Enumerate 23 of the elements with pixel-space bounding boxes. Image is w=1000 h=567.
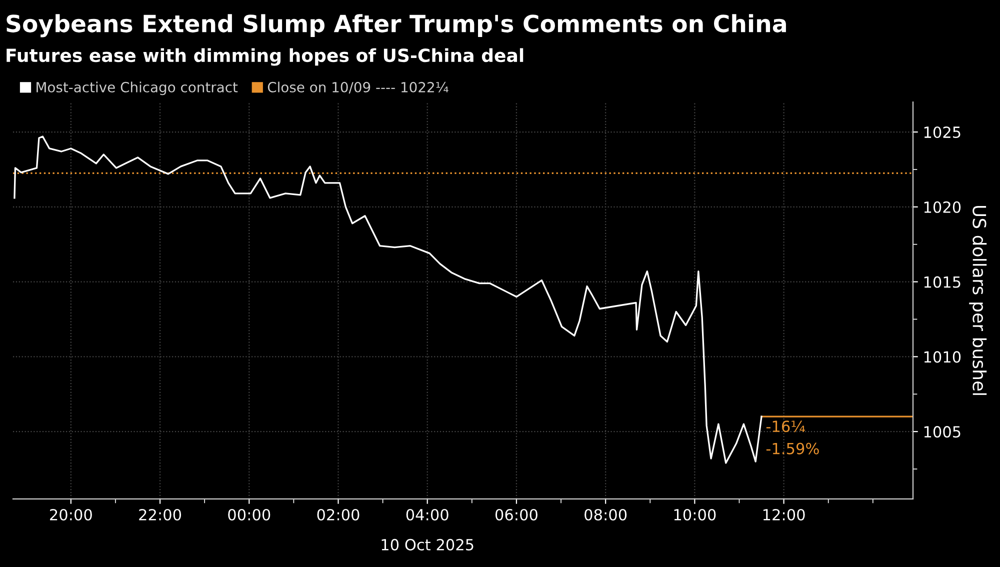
chart-title: Soybeans Extend Slump After Trump's Comments on China	[6, 14, 786, 38]
annotation: -16¼	[766, 420, 805, 432]
text: 10 Oct 2025	[382, 538, 474, 550]
x-tick-label: 00:00	[228, 508, 270, 521]
y-tick-label: 1020	[924, 201, 961, 213]
legend-label: Close on 10/09 ---- 1022¼	[268, 82, 448, 94]
x-tick-label: 04:00	[406, 508, 448, 521]
x-tick-label: 12:00	[763, 508, 805, 521]
y-tick-label: 1010	[924, 351, 961, 363]
legend-label: Most-active Chicago contract	[36, 82, 238, 96]
y-tick-label: 1015	[924, 276, 960, 288]
chart-subtitle: Futures ease with dimming hopes of US-China deal	[6, 48, 524, 66]
line-series	[14, 136, 762, 464]
x-tick-label: 08:00	[584, 508, 627, 521]
x-tick-label: 22:00	[139, 508, 182, 521]
x-tick-label: 10:00	[674, 508, 716, 521]
x-tick-label: 06:00	[495, 508, 538, 521]
y-axis-title: US dollars per bushel	[969, 206, 987, 395]
y-tick-label: 1005	[924, 426, 960, 438]
x-tick-label: 02:00	[317, 508, 360, 521]
y-tick-label: 1025	[924, 126, 960, 138]
x-tick-label: 20:00	[50, 508, 92, 521]
annotation: -1.59%	[766, 442, 819, 454]
